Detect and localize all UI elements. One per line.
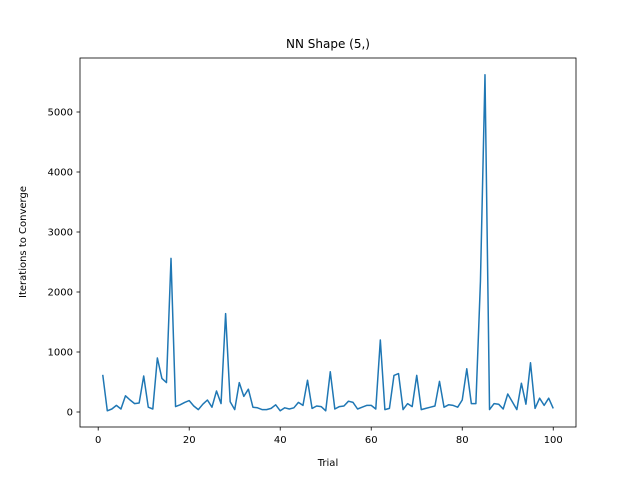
- chart-title: NN Shape (5,): [286, 37, 370, 51]
- data-series-line: [102, 74, 554, 412]
- x-tick-label: 20: [183, 435, 196, 446]
- x-tick-label: 100: [544, 435, 563, 446]
- x-tick-label: 40: [274, 435, 287, 446]
- y-tick-label: 3000: [48, 228, 73, 239]
- y-tick-label: 1000: [48, 348, 73, 359]
- y-tick-label: 5000: [48, 108, 73, 119]
- y-tick-label: 0: [67, 408, 73, 419]
- x-tick-label: 0: [95, 435, 101, 446]
- y-tick-label: 2000: [48, 288, 73, 299]
- y-tick-label: 4000: [48, 168, 73, 179]
- x-tick-label: 80: [456, 435, 469, 446]
- y-axis-label: Iterations to Converge: [18, 186, 29, 298]
- x-tick-label: 60: [365, 435, 378, 446]
- x-axis-label: Trial: [317, 458, 338, 469]
- axes-frame: [79, 57, 577, 428]
